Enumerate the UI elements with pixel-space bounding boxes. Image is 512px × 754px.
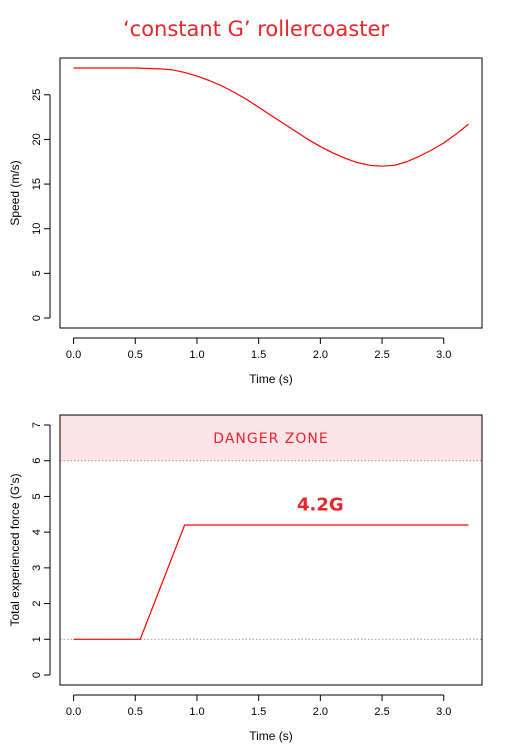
speed-y-tick-label: 5 bbox=[31, 270, 43, 276]
force-y-tick-label: 2 bbox=[31, 601, 43, 607]
speed-y-axis: 0 5 10 15 20 25 bbox=[31, 89, 51, 321]
speed-y-tick-label: 0 bbox=[31, 315, 43, 321]
speed-y-tick-label: 25 bbox=[31, 89, 43, 101]
force-y-tick-label: 1 bbox=[31, 636, 43, 642]
speed-x-tick-label: 2.5 bbox=[374, 349, 389, 361]
force-y-tick-label: 0 bbox=[31, 672, 43, 678]
danger-zone-label: DANGER ZONE bbox=[213, 431, 328, 447]
speed-x-tick-label: 1.0 bbox=[189, 349, 204, 361]
force-annotation: 4.2G bbox=[297, 495, 344, 516]
speed-x-axis-label: Time (s) bbox=[249, 372, 293, 386]
force-x-tick-label: 0.0 bbox=[66, 706, 81, 718]
speed-panel: 0.0 0.5 1.0 1.5 2.0 2.5 3.0 0 5 10 15 20 25 Time (s… bbox=[8, 57, 483, 386]
speed-series-line bbox=[73, 67, 469, 167]
force-x-tick-label: 1.5 bbox=[251, 706, 266, 718]
force-x-axis-label: Time (s) bbox=[249, 729, 293, 743]
speed-plot-frame bbox=[59, 57, 483, 329]
force-x-tick-label: 3.0 bbox=[436, 706, 451, 718]
force-y-tick-label: 6 bbox=[31, 458, 43, 464]
force-y-tick-label: 3 bbox=[31, 565, 43, 571]
speed-x-tick-label: 0.5 bbox=[128, 349, 143, 361]
force-y-tick-label: 5 bbox=[31, 493, 43, 499]
speed-plot-area bbox=[73, 67, 469, 167]
speed-x-tick-label: 0.0 bbox=[66, 349, 81, 361]
force-y-tick-label: 7 bbox=[31, 422, 43, 428]
force-x-tick-label: 2.0 bbox=[313, 706, 328, 718]
speed-y-axis-label: Speed (m/s) bbox=[8, 160, 22, 225]
force-x-axis: 0.0 0.5 1.0 1.5 2.0 2.5 3.0 bbox=[66, 694, 451, 718]
speed-y-tick-label: 20 bbox=[31, 133, 43, 145]
figure-title: ‘constant G’ rollercoaster bbox=[123, 17, 389, 41]
speed-y-tick-label: 10 bbox=[31, 223, 43, 235]
speed-y-tick-label: 15 bbox=[31, 178, 43, 190]
speed-x-tick-label: 2.0 bbox=[313, 349, 328, 361]
force-x-tick-label: 2.5 bbox=[374, 706, 389, 718]
force-panel: DANGER ZONE 4.2G 0.0 0.5 1.0 1.5 2.0 2.5 3.0 0… bbox=[8, 414, 483, 743]
force-plot-frame bbox=[59, 414, 483, 686]
speed-x-axis: 0.0 0.5 1.0 1.5 2.0 2.5 3.0 bbox=[66, 337, 451, 361]
force-y-axis-label: Total experienced force (G's) bbox=[8, 473, 22, 626]
force-plot-area: DANGER ZONE 4.2G bbox=[60, 415, 482, 640]
force-y-axis: 0 1 2 3 4 5 6 7 bbox=[31, 422, 51, 678]
speed-x-tick-label: 1.5 bbox=[251, 349, 266, 361]
force-series-line bbox=[73, 524, 469, 640]
danger-zone bbox=[60, 415, 482, 461]
force-x-tick-label: 0.5 bbox=[128, 706, 143, 718]
speed-x-tick-label: 3.0 bbox=[436, 349, 451, 361]
force-y-tick-label: 4 bbox=[31, 529, 43, 535]
force-x-tick-label: 1.0 bbox=[189, 706, 204, 718]
